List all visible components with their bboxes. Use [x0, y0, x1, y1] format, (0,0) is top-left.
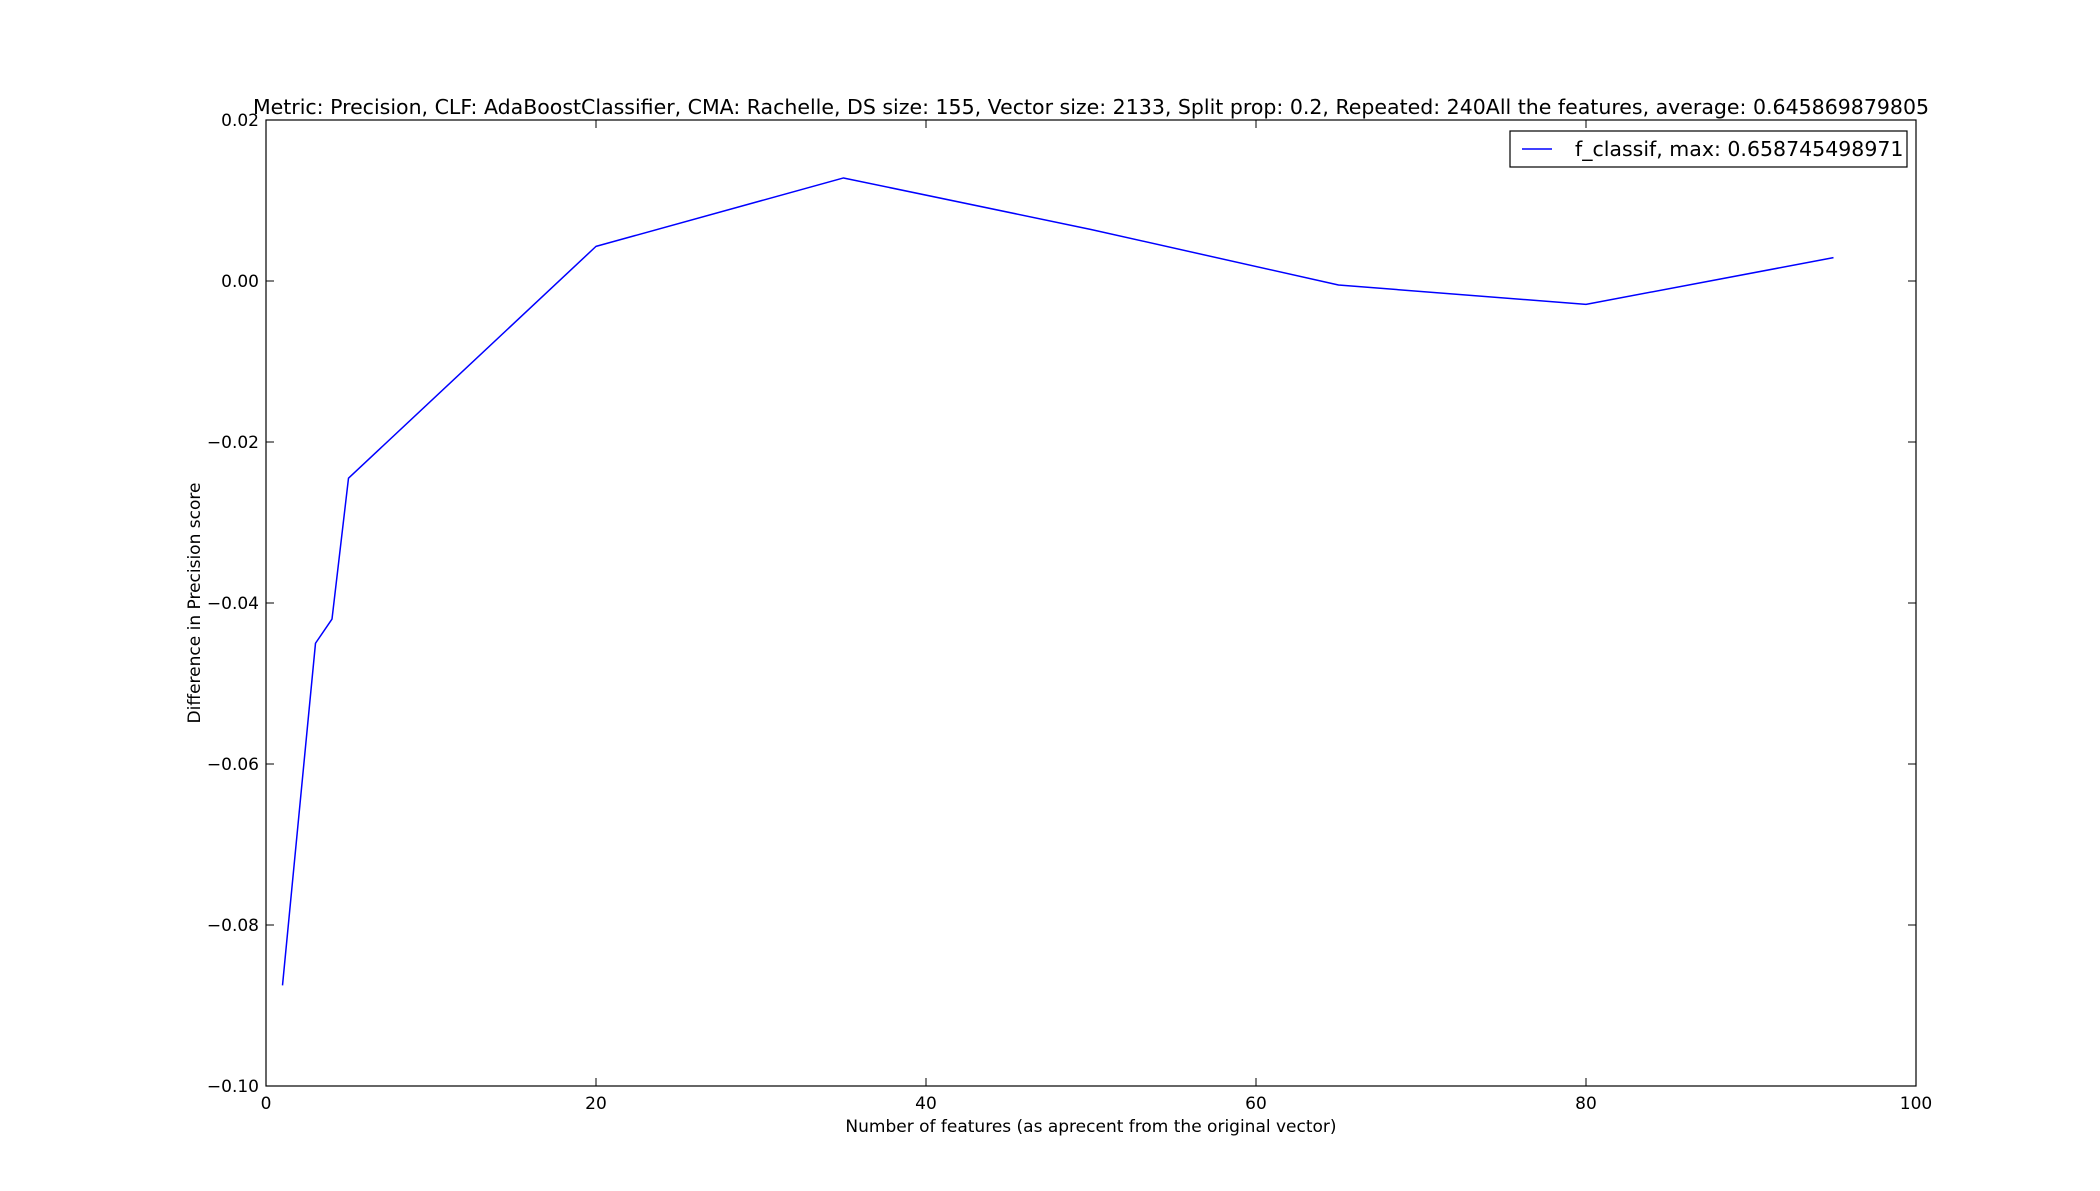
y-axis-label: Difference in Precision score — [185, 483, 205, 724]
x-tick-label: 100 — [1900, 1094, 1932, 1114]
series-layer — [281, 177, 1834, 986]
plot-background — [266, 120, 1916, 1086]
y-tick-label: −0.04 — [207, 594, 259, 614]
x-axis-ticks: 0 20 40 60 80 100 — [261, 120, 1932, 1114]
series-line-0 — [281, 177, 1834, 986]
x-tick-label: 60 — [1245, 1094, 1267, 1114]
chart-title: Metric: Precision, CLF: AdaBoostClassifi… — [253, 95, 1929, 119]
x-tick-label: 80 — [1575, 1094, 1597, 1114]
y-tick-label: −0.06 — [207, 755, 259, 775]
y-tick-label: −0.08 — [207, 916, 259, 936]
x-tick-label: 40 — [915, 1094, 937, 1114]
y-axis-ticks: −0.10 −0.08 −0.06 −0.04 −0.02 0.00 0.02 — [207, 111, 1916, 1097]
x-axis-label: Number of features (as aprecent from the… — [845, 1117, 1336, 1137]
y-tick-label: 0.02 — [221, 111, 259, 131]
y-tick-label: 0.00 — [221, 272, 259, 292]
x-tick-label: 20 — [585, 1094, 607, 1114]
plot-frame — [265, 119, 1917, 1087]
legend-frame — [1509, 130, 1908, 168]
legend: f_classif, max: 0.658745498971 — [1509, 130, 1908, 168]
legend-label: f_classif, max: 0.658745498971 — [1575, 137, 1903, 162]
y-tick-label: −0.10 — [207, 1077, 259, 1097]
y-tick-label: −0.02 — [207, 433, 259, 453]
x-tick-label: 0 — [261, 1094, 272, 1114]
